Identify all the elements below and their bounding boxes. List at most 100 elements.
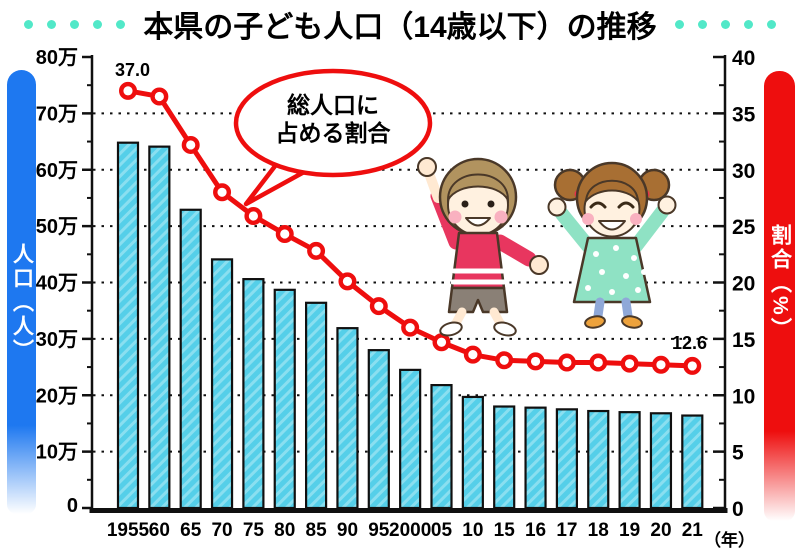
page-title: 本県の子ども人口（14歳以下）の推移 [143,11,657,44]
right-tick-label: 5 [732,442,744,465]
decoration-dot [70,19,80,29]
bar-10 [461,395,484,510]
x-tick-label: 18 [588,520,609,541]
x-tick-label: 19 [619,520,640,541]
marker-95 [369,297,388,316]
marker-20 [651,355,670,374]
marker-17 [557,353,576,372]
bar-80 [273,288,296,510]
left-tick-label: 40万 [36,273,78,295]
bar-05 [430,384,453,510]
x-axis-unit-label: （年） [704,530,755,550]
marker-70 [213,183,232,202]
callout-text-line2: 占める割合 [276,120,392,146]
right-axis-title: 割合（%） [768,224,792,342]
title-decoration-right [674,19,776,29]
right-tick-label: 0 [732,498,744,521]
bar-75 [242,278,265,510]
marker-1955 [118,81,137,100]
left-tick-label: 80万 [36,47,78,69]
decoration-dot [720,19,730,29]
right-tick-label: 30 [732,160,755,183]
bar-19 [618,411,641,510]
bar-70 [210,258,234,510]
x-tick-label: 95 [368,520,390,541]
bar-95 [367,349,390,510]
boy-figure [417,157,549,337]
x-tick-label: 10 [462,520,483,541]
decoration-dot [93,19,103,29]
dress-polka-dots [585,245,647,295]
left-tick-label: 30万 [36,329,78,351]
decoration-dot [24,19,34,29]
right-tick-label: 15 [732,329,756,352]
left-axis-title: 人口（人） [10,243,34,363]
x-tick-label: 17 [556,520,577,541]
right-tick-label: 10 [732,385,755,408]
last-rate-label: 12.6 [672,333,707,353]
girl-figure [547,161,677,329]
bar-60 [148,145,171,510]
x-tick-label: 90 [337,520,358,541]
title-row: 本県の子ども人口（14歳以下）の推移 [0,2,800,46]
x-tick-label: 20 [650,520,671,541]
marker-80 [275,225,294,244]
marker-15 [495,351,514,370]
left-tick-label: 50万 [36,216,78,238]
marker-19 [620,354,639,373]
bar-21 [681,414,704,510]
x-tick-label: 21 [682,520,704,541]
marker-2000 [401,318,420,337]
callout-text-line1: 総人口に [287,92,379,118]
right-tick-label: 20 [732,273,755,296]
x-tick-label: 65 [180,520,202,541]
decoration-dot [697,19,707,29]
decoration-dot [116,19,126,29]
x-tick-label: 60 [149,520,170,541]
marker-60 [150,87,169,106]
bar-16 [524,406,547,510]
x-tick-label: 85 [306,520,328,541]
bar-15 [493,405,516,510]
right-tick-label: 40 [732,47,755,70]
x-tick-label: 75 [243,520,265,541]
marker-21 [683,356,702,375]
bar-85 [305,301,328,510]
x-tick-label: 05 [431,520,453,541]
marker-65 [181,135,200,154]
marker-75 [244,206,263,225]
left-tick-label: 70万 [36,103,78,125]
right-tick-label: 25 [732,216,756,239]
marker-85 [307,241,326,260]
bar-17 [555,408,579,510]
children-illustration [417,157,677,337]
decoration-dot [766,19,776,29]
x-tick-label: 15 [494,520,516,541]
decoration-dot [47,19,57,29]
marker-16 [526,352,545,371]
left-tick-label: 0 [67,495,78,517]
x-axis-line [89,508,728,513]
left-axis-banner: 人口（人） [7,70,36,514]
x-tick-label: 80 [274,520,295,541]
right-tick-label: 35 [732,103,756,126]
bar-90 [336,327,359,510]
x-tick-label: 16 [525,520,546,541]
title-decoration-left [24,19,126,29]
marker-05 [432,333,451,352]
marker-10 [463,345,482,364]
bar-2000 [399,368,422,510]
bar-18 [587,409,610,510]
left-tick-label: 20万 [36,385,78,407]
left-tick-label: 60万 [36,160,78,182]
right-axis-banner: 割合（%） [764,71,795,521]
x-tick-label: 70 [211,520,232,541]
x-tick-label: 1955 [107,520,150,541]
callout-bubble: 総人口に 占める割合 [233,68,433,207]
first-rate-label: 37.0 [115,60,150,80]
chart-layers: 80万 70万 60万 50万 40万 30万 20万 10万 0 40 35 30 25 20 15 10 5… [36,47,756,541]
marker-18 [589,353,608,372]
bar-1955 [116,141,140,510]
